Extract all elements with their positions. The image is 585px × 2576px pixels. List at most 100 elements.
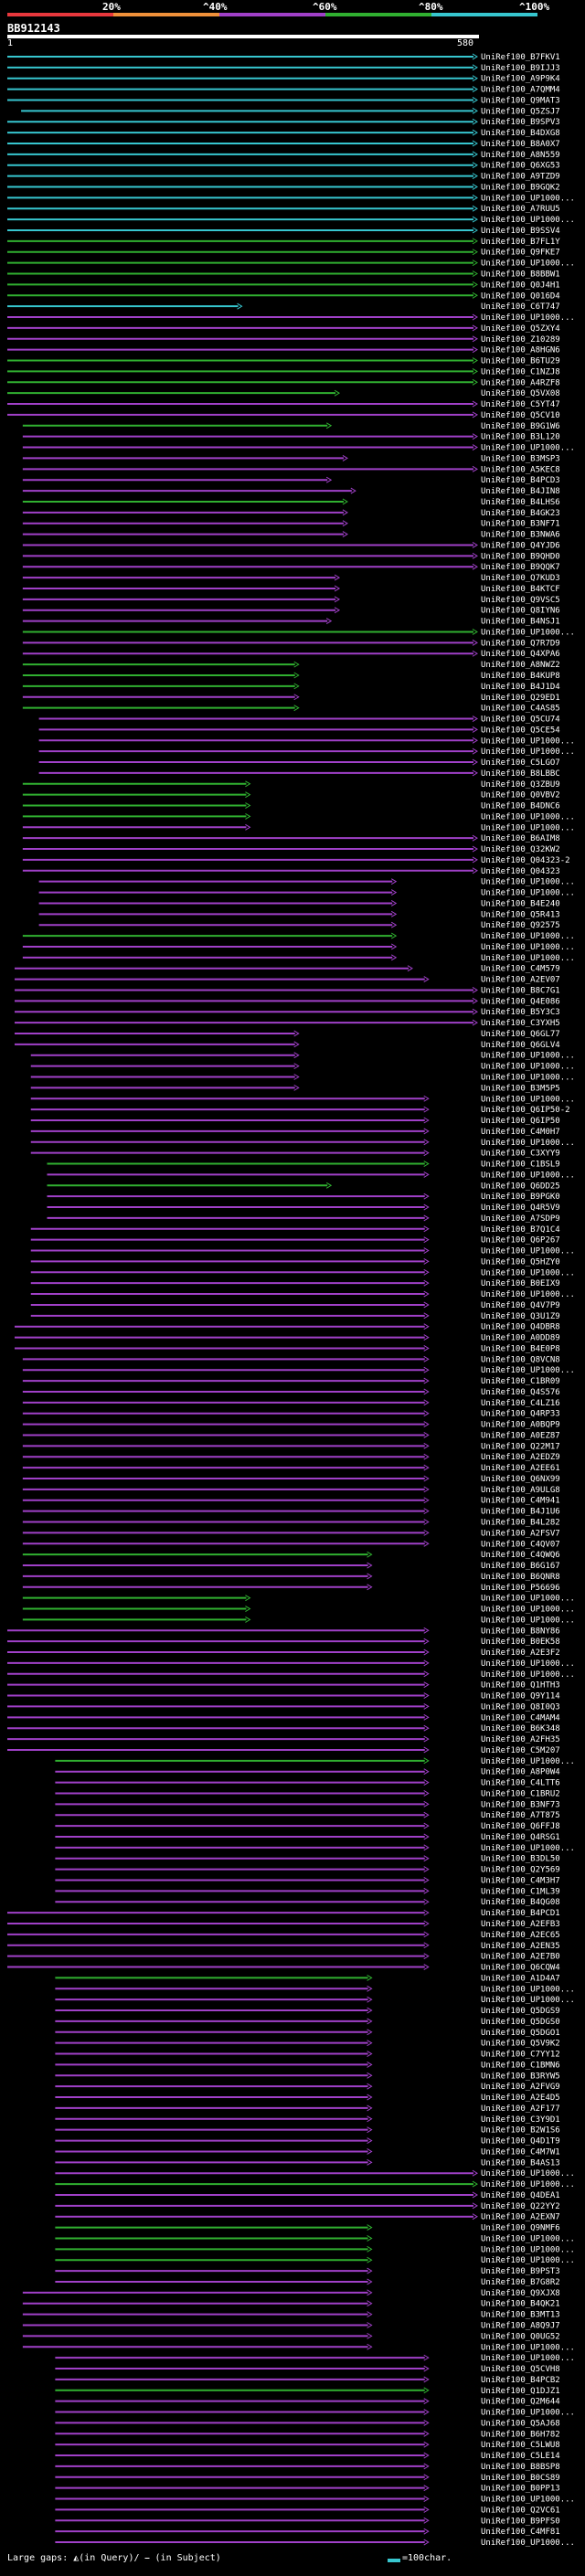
- hit-label[interactable]: UniRef100_B9SSV4: [481, 227, 560, 236]
- hit-label[interactable]: UniRef100_B0EK58: [481, 1638, 560, 1647]
- hit-label[interactable]: UniRef100_UP1000...: [481, 194, 575, 203]
- hit-label[interactable]: UniRef100_Q4XPA6: [481, 650, 560, 659]
- hit-label[interactable]: UniRef100_Q4E086: [481, 997, 560, 1006]
- hit-label[interactable]: UniRef100_UP1000...: [481, 737, 575, 746]
- hit-label[interactable]: UniRef100_B4KUP8: [481, 672, 560, 681]
- hit-label[interactable]: UniRef100_Q4DEA1: [481, 2191, 560, 2200]
- hit-label[interactable]: UniRef100_Q8I0Q3: [481, 1702, 560, 1712]
- hit-label[interactable]: UniRef100_UP1000...: [481, 2539, 575, 2548]
- hit-label[interactable]: UniRef100_UP1000...: [481, 1247, 575, 1256]
- hit-label[interactable]: UniRef100_C4QWQ6: [481, 1551, 560, 1560]
- hit-label[interactable]: UniRef100_A0EZ87: [481, 1431, 560, 1440]
- hit-label[interactable]: UniRef100_UP1000...: [481, 1844, 575, 1853]
- hit-label[interactable]: UniRef100_A8Q9J7: [481, 2321, 560, 2330]
- hit-label[interactable]: UniRef100_UP1000...: [481, 747, 575, 757]
- hit-label[interactable]: UniRef100_Q22YY2: [481, 2202, 560, 2211]
- hit-label[interactable]: UniRef100_Q9Y114: [481, 1692, 560, 1701]
- hit-label[interactable]: UniRef100_Q5CV10: [481, 411, 560, 420]
- hit-label[interactable]: UniRef100_UP1000...: [481, 1595, 575, 1604]
- hit-label[interactable]: UniRef100_UP1000...: [481, 1670, 575, 1680]
- hit-label[interactable]: UniRef100_UP1000...: [481, 2256, 575, 2265]
- hit-label[interactable]: UniRef100_C6T747: [481, 302, 560, 312]
- hit-label[interactable]: UniRef100_UP1000...: [481, 1757, 575, 1766]
- hit-label[interactable]: UniRef100_B6K348: [481, 1724, 560, 1733]
- hit-label[interactable]: UniRef100_UP1000...: [481, 878, 575, 887]
- hit-label[interactable]: UniRef100_B4PCD3: [481, 476, 560, 485]
- hit-label[interactable]: UniRef100_UP1000...: [481, 1996, 575, 2005]
- hit-label[interactable]: UniRef100_B4LHS6: [481, 498, 560, 507]
- hit-label[interactable]: UniRef100_C4M0H7: [481, 1128, 560, 1137]
- hit-label[interactable]: UniRef100_B7FKV1: [481, 53, 560, 62]
- hit-label[interactable]: UniRef100_UP1000...: [481, 1659, 575, 1669]
- hit-label[interactable]: UniRef100_Q5CU74: [481, 716, 560, 725]
- hit-label[interactable]: UniRef100_B4DNC6: [481, 802, 560, 811]
- hit-label[interactable]: UniRef100_C5LGO7: [481, 758, 560, 768]
- hit-label[interactable]: UniRef100_C4M579: [481, 965, 560, 974]
- hit-label[interactable]: UniRef100_UP1000...: [481, 812, 575, 822]
- hit-label[interactable]: UniRef100_Q6CQW4: [481, 1964, 560, 1973]
- hit-label[interactable]: UniRef100_UP1000...: [481, 2180, 575, 2189]
- hit-label[interactable]: UniRef100_B9PGK0: [481, 1193, 560, 1202]
- hit-label[interactable]: UniRef100_Q1DJZ1: [481, 2387, 560, 2396]
- hit-label[interactable]: UniRef100_Q9NMF6: [481, 2224, 560, 2233]
- hit-label[interactable]: UniRef100_Q7KUD3: [481, 574, 560, 583]
- hit-label[interactable]: UniRef100_B9IJJ3: [481, 64, 560, 73]
- hit-label[interactable]: UniRef100_B4PCD1: [481, 1909, 560, 1918]
- hit-label[interactable]: UniRef100_Q6NX99: [481, 1475, 560, 1484]
- hit-label[interactable]: UniRef100_B8A0X7: [481, 140, 560, 149]
- hit-label[interactable]: UniRef100_UP1000...: [481, 2343, 575, 2352]
- hit-label[interactable]: UniRef100_B3NF71: [481, 520, 560, 529]
- hit-label[interactable]: UniRef100_UP1000...: [481, 2234, 575, 2243]
- hit-label[interactable]: UniRef100_Q04323-2: [481, 856, 570, 865]
- hit-label[interactable]: UniRef100_A0DD89: [481, 1334, 560, 1343]
- hit-label[interactable]: UniRef100_UP1000...: [481, 823, 575, 832]
- hit-label[interactable]: UniRef100_UP1000...: [481, 2409, 575, 2418]
- hit-label[interactable]: UniRef100_UP1000...: [481, 2245, 575, 2254]
- hit-label[interactable]: UniRef100_A8P0W4: [481, 1768, 560, 1777]
- hit-label[interactable]: UniRef100_UP1000...: [481, 1139, 575, 1148]
- hit-label[interactable]: UniRef100_Q4V7P9: [481, 1301, 560, 1310]
- hit-label[interactable]: UniRef100_Q6GL77: [481, 1030, 560, 1039]
- hit-label[interactable]: UniRef100_UP1000...: [481, 943, 575, 952]
- hit-label[interactable]: UniRef100_B9GQK2: [481, 183, 560, 192]
- hit-label[interactable]: UniRef100_B4QK21: [481, 2300, 560, 2309]
- hit-label[interactable]: UniRef100_Q4R5V9: [481, 1203, 560, 1213]
- hit-label[interactable]: UniRef100_B3MSP3: [481, 454, 560, 463]
- hit-label[interactable]: UniRef100_A2EDZ9: [481, 1453, 560, 1462]
- hit-label[interactable]: UniRef100_A2EFB3: [481, 1920, 560, 1929]
- hit-label[interactable]: UniRef100_C3XYY9: [481, 1150, 560, 1159]
- hit-label[interactable]: UniRef100_C7YY12: [481, 2051, 560, 2060]
- hit-label[interactable]: UniRef100_C5M207: [481, 1746, 560, 1755]
- hit-label[interactable]: UniRef100_C3Y9D1: [481, 2115, 560, 2125]
- hit-label[interactable]: UniRef100_A2FVG9: [481, 2083, 560, 2092]
- hit-label[interactable]: UniRef100_C4QV07: [481, 1540, 560, 1549]
- hit-label[interactable]: UniRef100_C4LTT6: [481, 1779, 560, 1788]
- hit-label[interactable]: UniRef100_B0PP13: [481, 2485, 560, 2494]
- hit-label[interactable]: UniRef100_A7T875: [481, 1811, 560, 1820]
- hit-label[interactable]: UniRef100_Q5AJ68: [481, 2419, 560, 2428]
- hit-label[interactable]: UniRef100_Q3U1Z9: [481, 1312, 560, 1321]
- hit-label[interactable]: UniRef100_A2E4D5: [481, 2094, 560, 2103]
- hit-label[interactable]: UniRef100_A2F177: [481, 2104, 560, 2114]
- hit-label[interactable]: UniRef100_Q8IYN6: [481, 607, 560, 616]
- hit-label[interactable]: UniRef100_C4MAM4: [481, 1713, 560, 1723]
- hit-label[interactable]: UniRef100_C4M941: [481, 1497, 560, 1506]
- hit-label[interactable]: UniRef100_UP1000...: [481, 954, 575, 963]
- hit-label[interactable]: UniRef100_B3NF73: [481, 1800, 560, 1809]
- hit-label[interactable]: UniRef100_Q04323: [481, 867, 560, 876]
- hit-label[interactable]: UniRef100_B9SPV3: [481, 118, 560, 127]
- hit-label[interactable]: UniRef100_Q2M644: [481, 2398, 560, 2407]
- hit-label[interactable]: UniRef100_B4QG08: [481, 1898, 560, 1907]
- hit-label[interactable]: UniRef100_A2FSV7: [481, 1529, 560, 1538]
- hit-label[interactable]: UniRef100_A5KEC8: [481, 465, 560, 474]
- hit-label[interactable]: UniRef100_B7Q1C4: [481, 1225, 560, 1235]
- hit-label[interactable]: UniRef100_A1D4A7: [481, 1974, 560, 1983]
- hit-label[interactable]: UniRef100_UP1000...: [481, 1063, 575, 1072]
- hit-label[interactable]: UniRef100_Q2Y569: [481, 1866, 560, 1875]
- hit-label[interactable]: UniRef100_C1BRU2: [481, 1789, 560, 1798]
- hit-label[interactable]: UniRef100_B9G1W6: [481, 422, 560, 431]
- hit-label[interactable]: UniRef100_A8HGN6: [481, 346, 560, 355]
- hit-label[interactable]: UniRef100_C1BR09: [481, 1377, 560, 1386]
- hit-label[interactable]: UniRef100_C4M7W1: [481, 2147, 560, 2157]
- hit-label[interactable]: UniRef100_Q016D4: [481, 292, 560, 301]
